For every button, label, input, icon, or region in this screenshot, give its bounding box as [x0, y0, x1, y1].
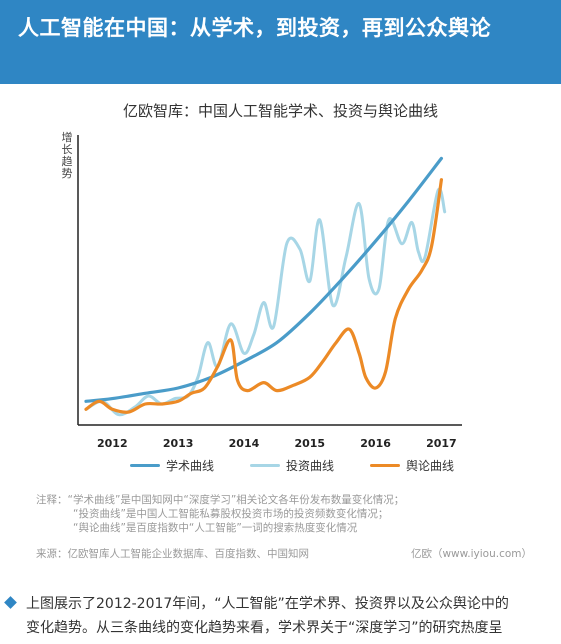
x-tick-label-2017: 2017 — [426, 437, 457, 450]
y-axis-label: 增长趋势 — [61, 131, 73, 180]
opinion-curve — [84, 178, 443, 414]
x-tick-label-2014: 2014 — [229, 437, 260, 450]
chart-source: 来源：亿欧智库人工智能企业数据库、百度指数、中国知网 亿欧（www.iyiou.… — [36, 546, 536, 561]
paragraph-line-1: 上图展示了2012-2017年间，“人工智能”在学术界、投资界以及公众舆论中的 — [26, 596, 509, 612]
x-tick-label-2016: 2016 — [360, 437, 391, 450]
note-opinion: “舆论曲线”是百度指数中“人工智能”一词的搜索热度变化情况 — [73, 522, 358, 534]
legend-label-opinion: 舆论曲线 — [406, 459, 455, 473]
legend-item-academic: 学术曲线 — [130, 457, 214, 474]
chart-legend: 学术曲线 投资曲线 舆论曲线 — [130, 457, 490, 475]
note-investment: “投资曲线”是中国人工智能私募股权投资市场的投资频数变化情况； — [73, 508, 389, 520]
line-chart: 2012 2013 2014 2015 2016 2017 — [77, 135, 462, 450]
chart-title: 亿欧智库：中国人工智能学术、投资与舆论曲线 — [122, 102, 438, 120]
x-tick-label-2015: 2015 — [294, 437, 325, 450]
legend-label-investment: 投资曲线 — [286, 459, 335, 473]
note-academic: 注释：“学术曲线”是中国知网中“深度学习”相关论文各年份发布数量变化情况； — [36, 494, 405, 506]
header-banner: 人工智能在中国：从学术，到投资，再到公众舆论 — [0, 0, 561, 84]
legend-swatch-academic — [130, 464, 160, 467]
academic-curve — [84, 156, 443, 403]
legend-swatch-opinion — [370, 464, 400, 467]
source-text: 来源：亿欧智库人工智能企业数据库、百度指数、中国知网 — [36, 548, 309, 560]
paragraph-line-2: 变化趋势。从三条曲线的变化趋势来看，学术界关于“深度学习”的研究热度呈 — [26, 620, 503, 636]
legend-item-opinion: 舆论曲线 — [370, 457, 454, 474]
legend-label-academic: 学术曲线 — [166, 459, 215, 473]
legend-swatch-investment — [250, 464, 280, 467]
x-tick-label-2013: 2013 — [163, 437, 194, 450]
legend-item-investment: 投资曲线 — [250, 457, 334, 474]
x-tick-label-2012: 2012 — [97, 437, 128, 450]
chart-notes: 注释：“学术曲线”是中国知网中“深度学习”相关论文各年份发布数量变化情况； “投… — [36, 493, 536, 535]
diamond-bullet-icon — [4, 596, 17, 609]
source-website: 亿欧（www.iyiou.com） — [410, 548, 532, 560]
page-title: 人工智能在中国：从学术，到投资，再到公众舆论 — [18, 16, 491, 40]
